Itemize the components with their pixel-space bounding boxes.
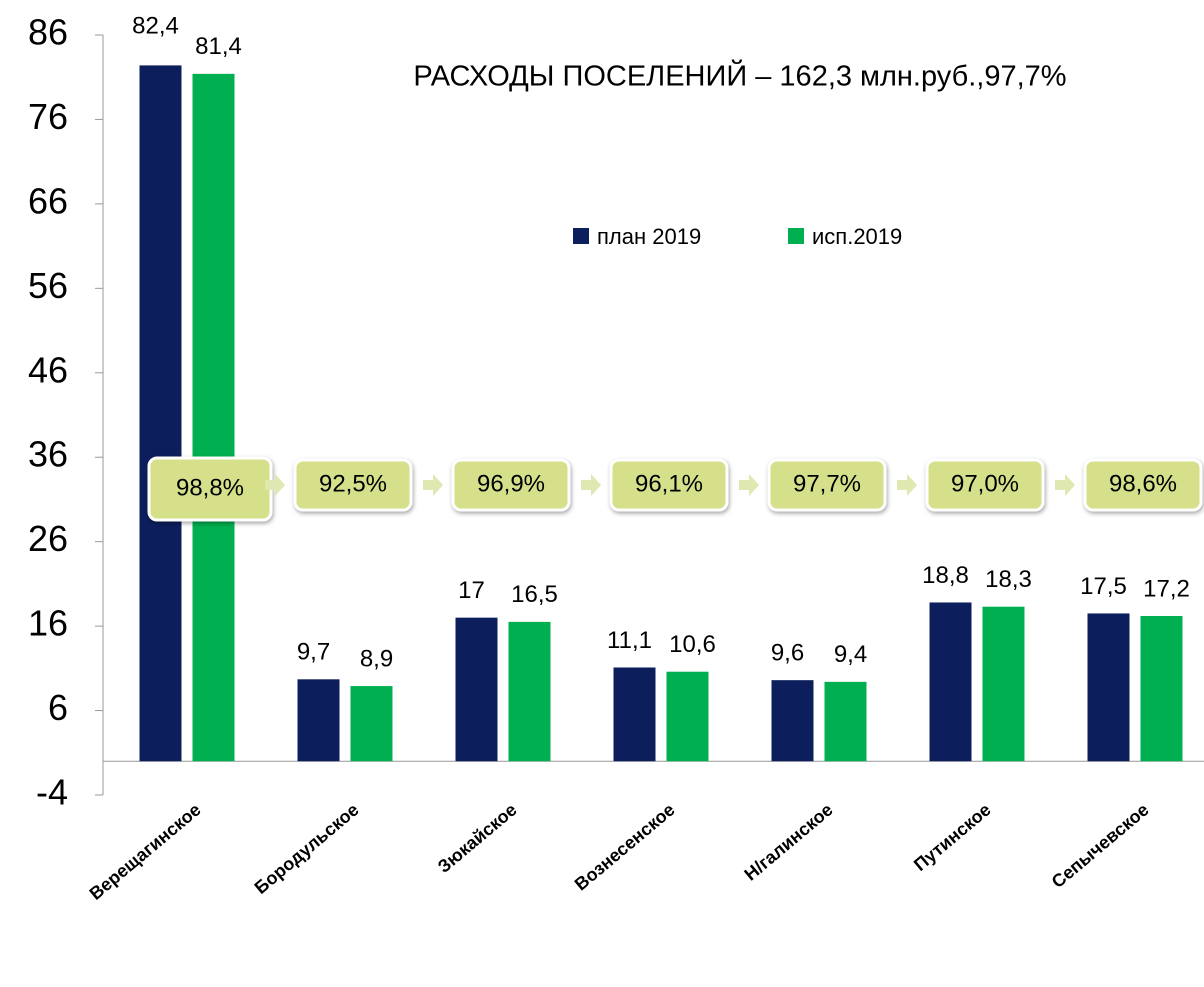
x-label-group: Вознесенское <box>571 799 679 894</box>
value-label: 18,3 <box>985 566 1032 593</box>
value-label: 17,5 <box>1080 573 1127 600</box>
annotation-box <box>925 458 1045 512</box>
x-tick-label: Зюкайское <box>434 799 521 876</box>
bar <box>1087 613 1130 762</box>
bar <box>666 671 709 762</box>
annotation: 97,7% <box>793 470 861 497</box>
y-tick-label: 16 <box>28 603 68 644</box>
annotation-box <box>767 458 887 512</box>
y-tick-label: 56 <box>28 265 68 306</box>
value-label: 9,6 <box>771 639 804 666</box>
bar <box>508 621 551 762</box>
value-label: 16,5 <box>511 581 558 608</box>
y-tick-label: 86 <box>28 12 68 53</box>
annotation: 97,0% <box>951 470 1019 497</box>
annotation-box <box>451 458 571 512</box>
value-label: 8,9 <box>360 645 393 672</box>
bar <box>297 679 340 762</box>
legend-label: план 2019 <box>597 224 701 249</box>
x-tick-label: Бородульское <box>251 799 363 898</box>
value-label: 17 <box>458 577 485 604</box>
y-tick-label: 76 <box>28 96 68 137</box>
arrow <box>265 474 285 496</box>
legend-swatch <box>788 228 804 244</box>
value-label: 17,2 <box>1143 575 1190 602</box>
value-label: 11,1 <box>607 627 652 654</box>
y-tick-label: 6 <box>48 687 68 728</box>
bar <box>139 65 182 762</box>
x-tick-label: Верещагинское <box>86 799 205 903</box>
x-tick-label: Путинское <box>910 799 995 875</box>
bar <box>192 73 235 762</box>
x-tick-label: Н/галинское <box>741 799 837 884</box>
legend-label: исп.2019 <box>812 224 902 249</box>
bar <box>929 602 972 762</box>
value-label: 9,4 <box>834 641 867 668</box>
value-label: 82,4 <box>132 13 179 40</box>
x-label-group: Н/галинское <box>741 799 837 884</box>
chart-title: РАСХОДЫ ПОСЕЛЕНИЙ – 162,3 млн.руб.,97,7% <box>413 59 1066 93</box>
bar <box>613 667 656 762</box>
annotation-box <box>1083 458 1203 512</box>
arrow <box>1055 474 1075 496</box>
y-tick-label: 66 <box>28 180 68 221</box>
x-label-group: Путинское <box>910 799 995 875</box>
x-label-group: Верещагинское <box>86 799 205 903</box>
bar <box>1140 615 1183 762</box>
annotation: 92,5% <box>319 470 387 497</box>
arrow <box>897 474 917 496</box>
x-tick-label: Сепычевское <box>1048 799 1153 892</box>
y-tick-label: 26 <box>28 518 68 559</box>
legend-swatch <box>573 228 589 244</box>
x-tick-label: Вознесенское <box>571 799 679 894</box>
annotation: 98,8% <box>176 474 244 501</box>
x-label-group: Бородульское <box>251 799 363 898</box>
bar <box>824 681 867 762</box>
y-tick-label: 36 <box>28 434 68 475</box>
annotation: 96,1% <box>635 470 703 497</box>
annotation: 98,6% <box>1109 470 1177 497</box>
value-label: 18,8 <box>922 562 969 589</box>
bar <box>350 686 393 762</box>
value-label: 10,6 <box>669 631 716 658</box>
y-tick-label: -4 <box>36 772 68 813</box>
arrow <box>423 474 443 496</box>
bar <box>771 680 814 762</box>
annotation-box <box>293 458 413 512</box>
value-label: 81,4 <box>195 33 242 60</box>
arrow <box>739 474 759 496</box>
annotation: 96,9% <box>477 470 545 497</box>
x-label-group: Зюкайское <box>434 799 521 876</box>
annotation-box <box>609 458 729 512</box>
y-tick-label: 46 <box>28 349 68 390</box>
bar <box>982 606 1025 762</box>
bar <box>455 617 498 762</box>
x-label-group: Сепычевское <box>1048 799 1153 892</box>
arrow <box>581 474 601 496</box>
value-label: 9,7 <box>297 639 330 666</box>
